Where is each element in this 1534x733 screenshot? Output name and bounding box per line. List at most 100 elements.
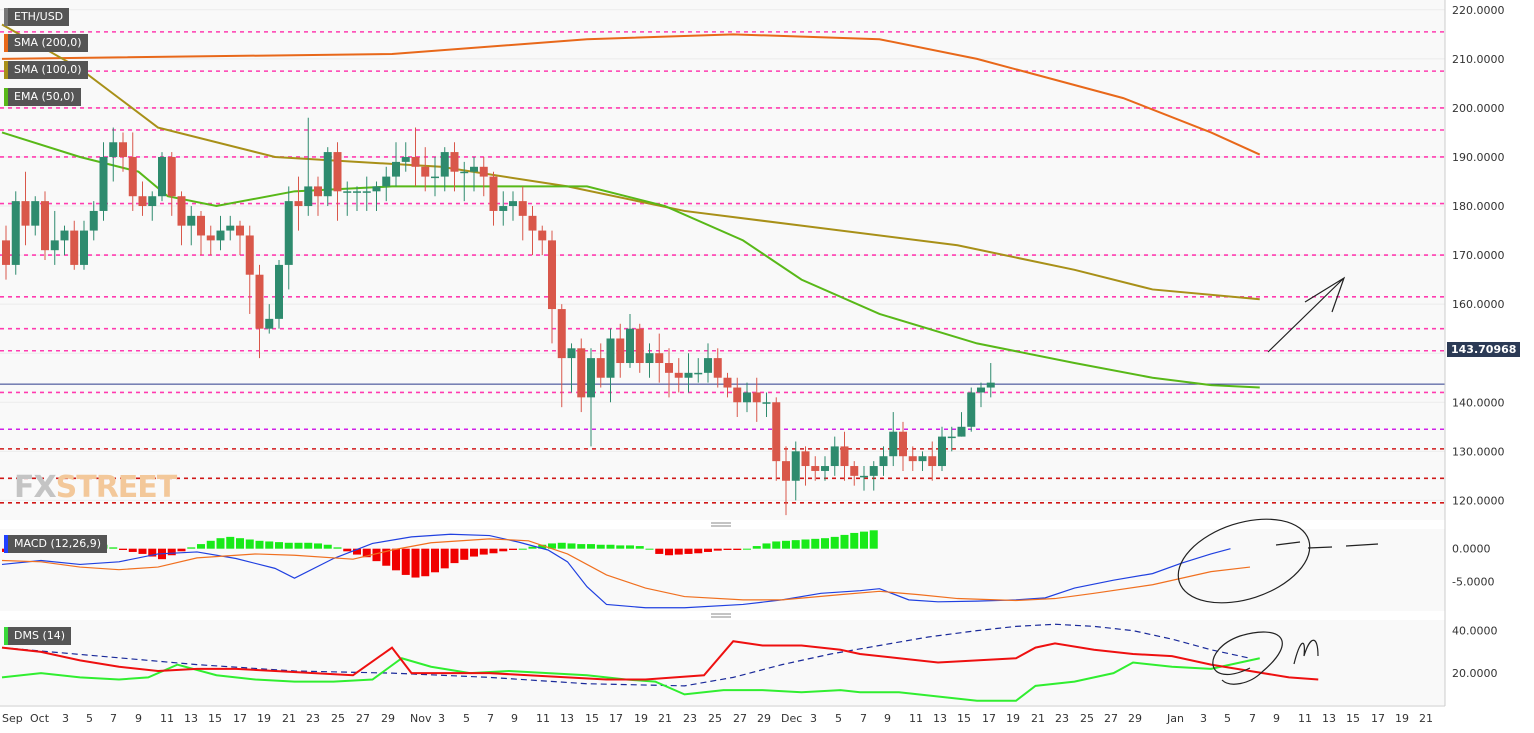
candle-body (762, 402, 771, 404)
x-tick-label: Nov (410, 712, 432, 725)
dms-badge[interactable]: DMS (14) (4, 627, 72, 645)
price-tick-label: 200.0000 (1452, 102, 1505, 115)
x-tick-label: 9 (511, 712, 518, 725)
macd-bar (148, 548, 157, 557)
x-tick-label: 19 (1006, 712, 1020, 725)
candle-body (850, 466, 859, 476)
candle (99, 142, 108, 221)
panel-separator (0, 611, 1445, 619)
x-tick-label: 23 (1055, 712, 1069, 725)
macd-bar (518, 548, 527, 550)
macd-bar (216, 538, 225, 549)
candle (226, 215, 235, 241)
macd-bar (665, 548, 673, 556)
candle-body (382, 176, 391, 187)
candle (626, 313, 634, 368)
x-tick-label: 19 (257, 712, 271, 725)
macd-tick-label: 0.0000 (1452, 543, 1491, 556)
candle (821, 456, 829, 481)
x-tick-label: Jan (1166, 712, 1184, 725)
candle-body (314, 186, 322, 197)
candle (187, 206, 196, 246)
x-tick-label: 25 (1080, 712, 1094, 725)
macd-bar (606, 544, 615, 549)
candle-body (986, 382, 995, 388)
macd-bar (821, 538, 829, 549)
macd-bar (762, 543, 771, 549)
ma-line-0 (1, 33, 1261, 156)
candle (674, 358, 683, 393)
candle (284, 186, 293, 290)
candle-body (450, 152, 459, 172)
candle-body (752, 392, 761, 403)
candle (148, 191, 157, 221)
candle-body (431, 176, 439, 179)
macd-bar (392, 548, 400, 571)
candle-body (684, 372, 693, 378)
x-tick-label: 13 (933, 712, 947, 725)
candle (206, 225, 215, 256)
candle-body (528, 215, 537, 231)
candle (109, 127, 118, 182)
candle (596, 343, 605, 388)
candle (713, 348, 722, 388)
x-tick-label: 7 (1249, 712, 1256, 725)
last-price-value: 143.70968 (1451, 343, 1517, 356)
candle-body (908, 456, 917, 462)
candle (440, 147, 449, 192)
macd-bar (236, 538, 244, 549)
macd-bar (509, 548, 517, 550)
candle-body (80, 230, 88, 265)
sma200-badge[interactable]: SMA (200,0) (4, 34, 88, 52)
candle (167, 152, 176, 216)
candle (733, 377, 742, 417)
x-tick-label: 25 (708, 712, 722, 725)
plus-di-line (1, 657, 1260, 702)
candle (128, 132, 137, 211)
candle-body (138, 196, 147, 207)
macd-bar (694, 548, 703, 554)
x-tick-label: 29 (381, 712, 395, 725)
candle (694, 358, 703, 383)
x-tick-label: Oct (30, 712, 50, 725)
price-tick-label: 190.0000 (1452, 151, 1505, 164)
candle-body (957, 426, 966, 437)
macd-bar (869, 530, 878, 549)
candle-body (362, 191, 371, 193)
macd-bar (811, 538, 820, 549)
symbol-badge[interactable]: ETH/USD (4, 8, 70, 26)
annotation-dashes (1275, 541, 1379, 549)
ema50-badge[interactable]: EMA (50,0) (4, 88, 81, 106)
candle (743, 382, 751, 413)
macd-bar (645, 548, 654, 550)
candle (665, 348, 673, 398)
candle-body (918, 456, 927, 462)
x-tick-label: 13 (560, 712, 574, 725)
x-tick-label: 23 (683, 712, 697, 725)
candle (509, 191, 517, 221)
x-tick-label: 11 (536, 712, 550, 725)
macd-bar (343, 548, 352, 552)
macd-badge[interactable]: MACD (12,26,9) (4, 535, 108, 553)
macd-bar (557, 542, 566, 549)
macd-bar (314, 543, 322, 549)
minus-di-line (1, 640, 1319, 681)
sma100-badge[interactable]: SMA (100,0) (4, 61, 88, 79)
candle-body (421, 166, 430, 177)
macd-bar (128, 548, 137, 552)
macd-bar (791, 540, 800, 549)
candle-body (596, 358, 605, 378)
dms-panel-bg (0, 620, 1445, 705)
macd-bar (489, 548, 498, 554)
candle-body (635, 328, 644, 364)
macd-bar (548, 543, 556, 549)
candle (684, 353, 693, 393)
candle (606, 328, 615, 403)
macd-bar (167, 548, 176, 556)
candle (947, 426, 956, 452)
macd-bar (733, 548, 742, 550)
candle (723, 372, 732, 398)
macd-bar (470, 548, 478, 557)
candle-body (772, 402, 781, 462)
candle (557, 304, 566, 408)
